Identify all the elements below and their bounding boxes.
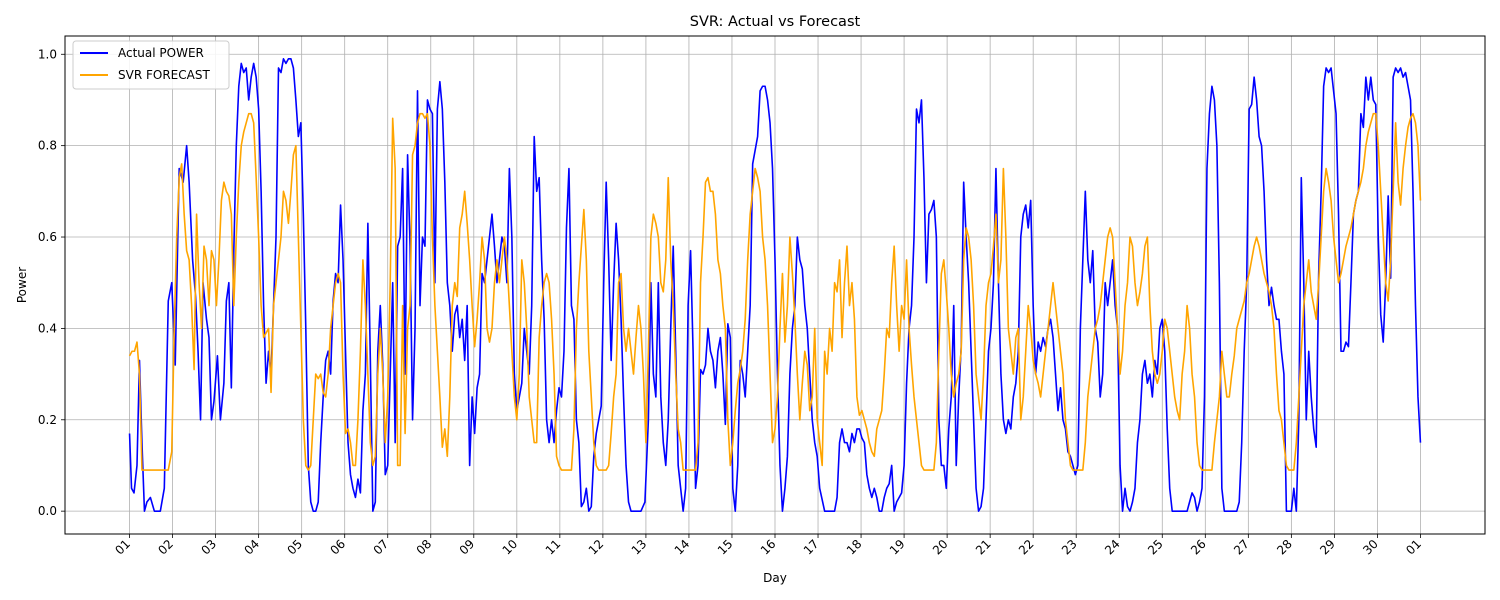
series-line-actual [128,58,1422,512]
x-axis-label: Day [763,571,787,585]
y-tick-label: 0.0 [38,504,57,518]
legend-label-forecast: SVR FORECAST [118,68,210,82]
y-axis-label: Power [15,267,29,303]
plot-lines [128,58,1422,512]
y-tick-label: 0.2 [38,413,57,427]
y-tick-label: 0.8 [38,139,57,153]
y-tick-label: 1.0 [38,47,57,61]
legend-label-actual: Actual POWER [118,46,204,60]
series-line-forecast [128,112,1422,471]
y-tick-label: 0.4 [38,321,57,335]
legend: Actual POWER SVR FORECAST [72,40,230,90]
y-tick-label: 0.6 [38,230,57,244]
chart-title: SVR: Actual vs Forecast [690,14,861,30]
y-axis-ticks: 0.0 0.2 0.4 0.6 0.8 1.0 [38,47,65,518]
legend-box [72,40,230,90]
